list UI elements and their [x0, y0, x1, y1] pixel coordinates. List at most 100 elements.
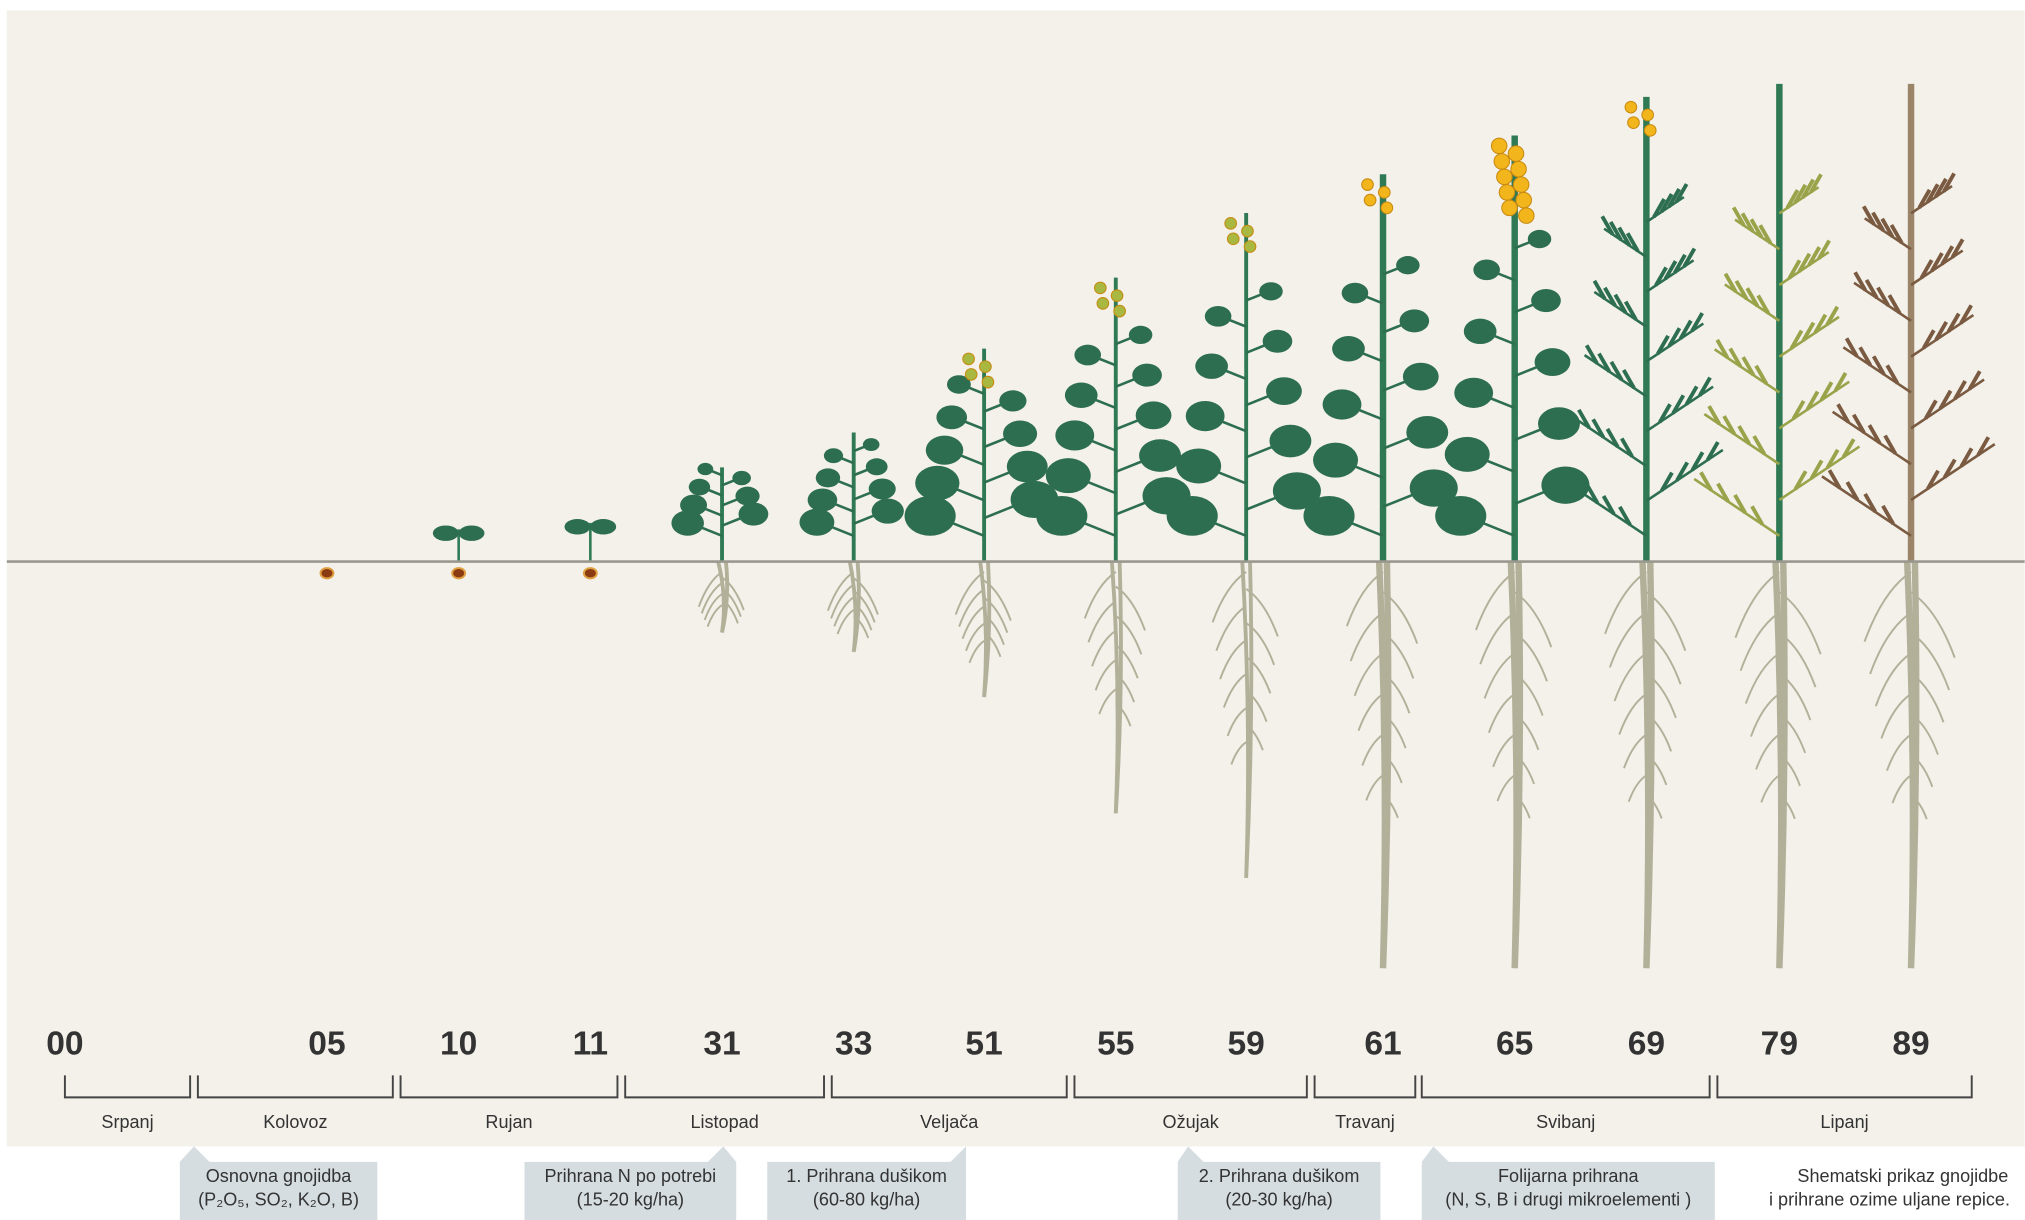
pod [1809, 459, 1824, 480]
root-branch [1910, 632, 1951, 691]
cotyledon [458, 525, 485, 541]
root-branch [1361, 733, 1384, 766]
pod [1756, 294, 1771, 315]
root-branch [1891, 774, 1912, 804]
root [1109, 561, 1123, 814]
leaf [999, 390, 1027, 412]
root-branch [1514, 754, 1535, 785]
pod [1723, 272, 1738, 293]
stage-code: 31 [703, 1026, 740, 1063]
pod [1881, 504, 1895, 525]
pod [1933, 177, 1948, 198]
flower [1643, 124, 1657, 137]
stage-code: 00 [46, 1026, 83, 1063]
root-branch [1483, 652, 1516, 699]
root-branch [1778, 632, 1817, 688]
leaf [904, 496, 956, 536]
flower [1518, 207, 1535, 224]
pod [1858, 346, 1873, 367]
pod [1863, 492, 1878, 513]
root-branch [1382, 754, 1403, 784]
root-branch [1245, 622, 1276, 666]
pod [1603, 286, 1617, 307]
pod [1953, 380, 1967, 401]
leaf [1262, 329, 1293, 353]
pod [1620, 437, 1634, 458]
root-branch [1645, 713, 1673, 752]
root-branch [1098, 688, 1117, 715]
pod [1925, 183, 1940, 204]
fertilization-title: Folijarna prihrana [1498, 1166, 1640, 1186]
stage-code: 89 [1892, 1026, 1929, 1063]
pod [1749, 218, 1764, 239]
pod [1967, 370, 1982, 391]
pod [1876, 286, 1890, 307]
root [1639, 561, 1655, 969]
pod [1654, 266, 1668, 287]
pod [1809, 173, 1823, 194]
root-branch [1863, 571, 1912, 642]
root-branch [703, 593, 723, 621]
root-branch [1739, 611, 1780, 672]
root-branch [1222, 673, 1247, 708]
pod [1737, 425, 1752, 446]
pod [1871, 355, 1886, 376]
root-branch [1514, 672, 1544, 716]
pod [1827, 469, 1842, 490]
stage-code: 65 [1496, 1026, 1533, 1063]
stage-code: 05 [308, 1026, 345, 1063]
pod [1845, 481, 1860, 502]
pod [1698, 376, 1712, 397]
leaf [1409, 469, 1458, 507]
pod [1740, 212, 1755, 233]
pod [1675, 461, 1689, 482]
pod [1805, 390, 1820, 411]
leaf [1463, 318, 1497, 345]
root-branch [1382, 672, 1411, 714]
root-branch [697, 571, 723, 608]
root-branch [1778, 591, 1822, 655]
root-branch [1345, 571, 1384, 627]
root-branch [721, 576, 745, 611]
leaf [1396, 256, 1420, 275]
root-branch [1219, 639, 1247, 680]
root-branch [1880, 693, 1912, 739]
pod [1592, 279, 1607, 300]
root-branch [1886, 733, 1912, 772]
pod [1750, 505, 1764, 526]
pod [1926, 469, 1940, 490]
leaf [1139, 439, 1181, 472]
leaf [688, 478, 711, 496]
pod [1853, 271, 1868, 292]
pod [1715, 338, 1730, 359]
pod [1674, 183, 1689, 204]
leaf [862, 438, 880, 452]
root-branch [983, 596, 1009, 633]
leaf [1473, 259, 1500, 281]
pod [1833, 371, 1848, 392]
root-branch [983, 631, 1002, 658]
flower [1380, 201, 1394, 215]
pod [1791, 399, 1806, 420]
root-branch [1115, 585, 1146, 631]
fertilization-title: Osnovna gnojidba [206, 1166, 353, 1186]
leaf [1341, 282, 1369, 304]
root-branch [1645, 794, 1663, 819]
leaf [738, 502, 769, 526]
root-branch [1734, 571, 1780, 639]
root-branch [1115, 644, 1139, 679]
pod [1817, 239, 1831, 260]
flower [1624, 100, 1638, 114]
pod [1659, 471, 1674, 492]
pod [1867, 424, 1882, 445]
root [1507, 561, 1524, 969]
root-branch [1910, 713, 1939, 755]
pod [1880, 217, 1895, 238]
root-branch [1604, 571, 1647, 635]
pod [1623, 300, 1638, 321]
stage-code: 59 [1228, 1026, 1265, 1063]
pod [1667, 327, 1682, 348]
leaf [1185, 400, 1225, 432]
labels: 00 05 10 11 31 33 51 55 59 61 65 69 79 89 Srpanj Kolovo… [46, 1026, 2010, 1220]
root-branch [706, 604, 723, 627]
